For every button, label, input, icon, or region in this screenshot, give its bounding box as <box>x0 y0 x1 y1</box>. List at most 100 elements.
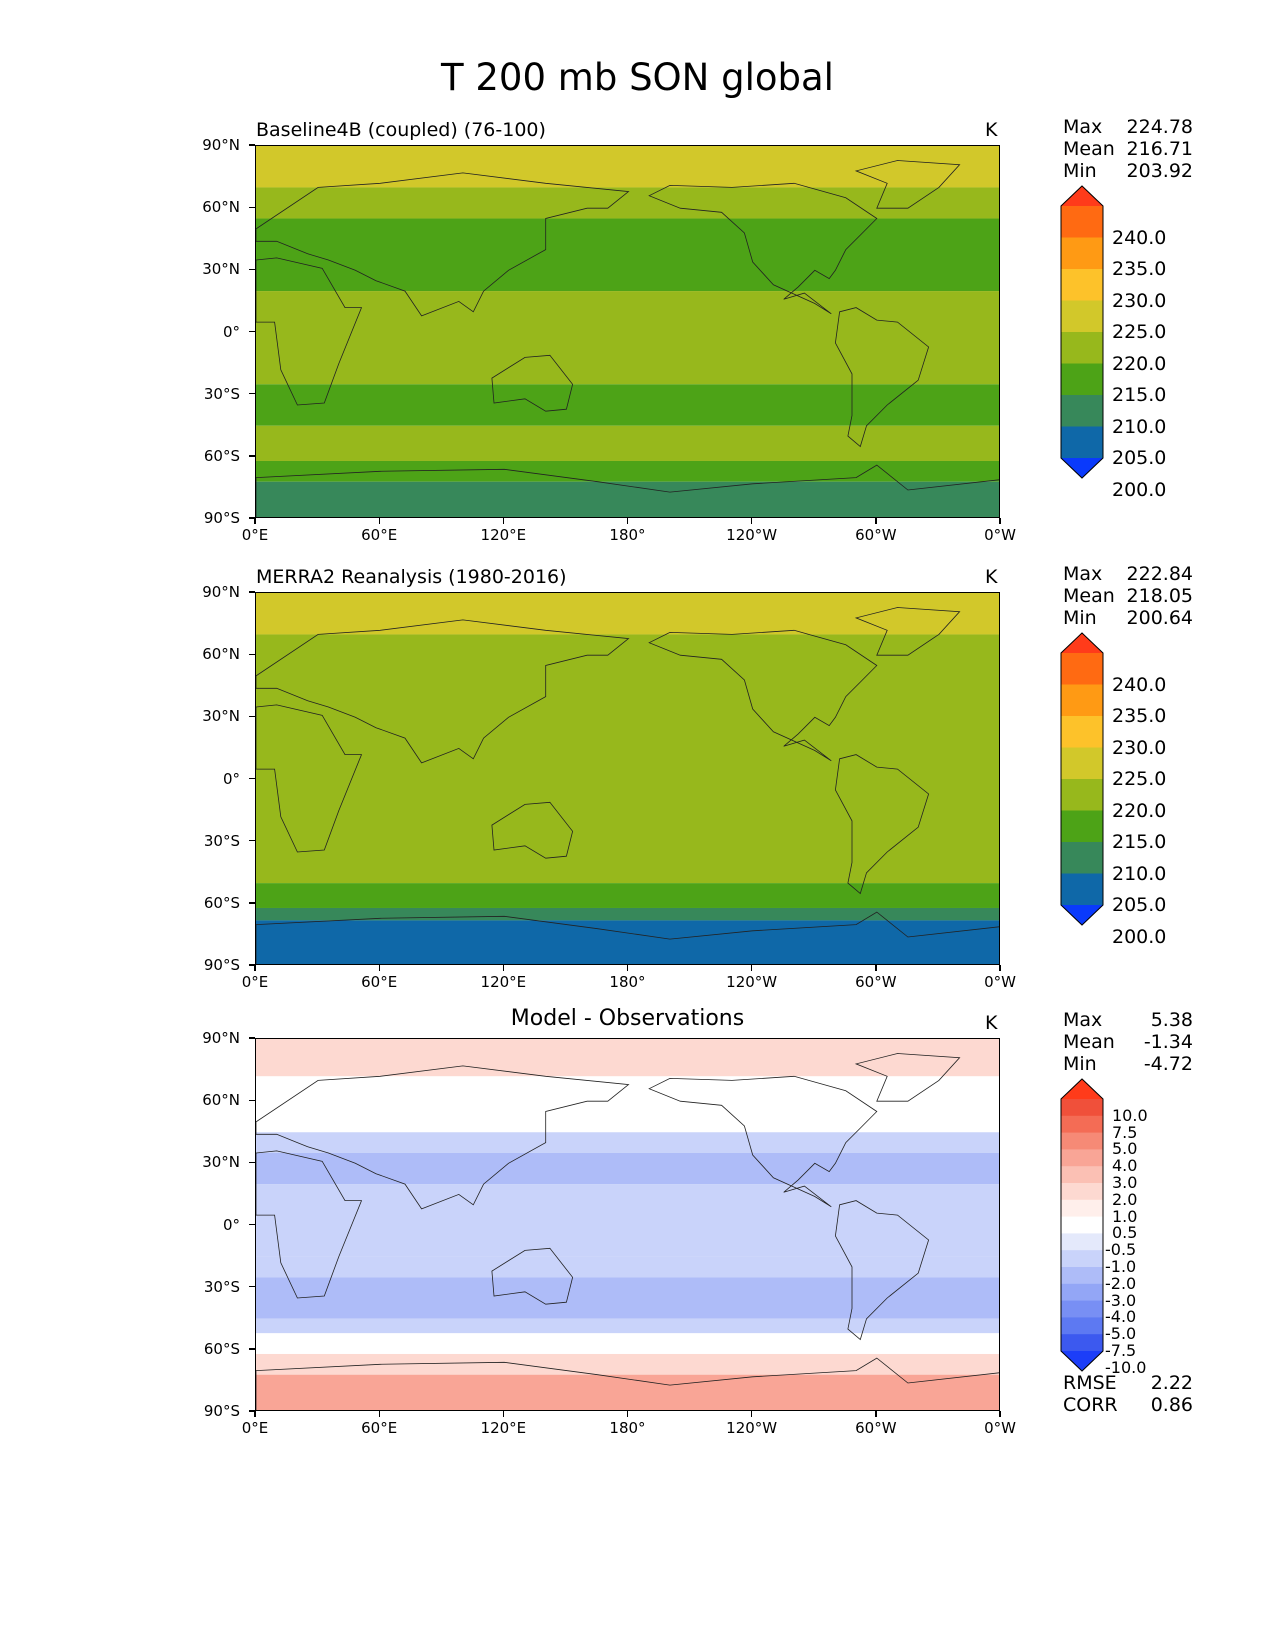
coastline <box>256 464 999 517</box>
colorbar-tick-label: -2.0 <box>1105 1273 1137 1293</box>
lon-tick-label: 0°W <box>984 973 1016 991</box>
colorbar-bin <box>1061 810 1103 843</box>
stat-value: 222.84 <box>1126 563 1193 585</box>
lat-tick-label: 30°S <box>203 384 240 403</box>
colorbar-tick-label: -3.0 <box>1105 1290 1137 1310</box>
lat-tick-label: 30°N <box>202 707 240 726</box>
lon-tick <box>999 1411 1001 1417</box>
lat-tick-label: 60°S <box>203 893 240 912</box>
colorbar-tick-label: 5.0 <box>1112 1139 1138 1159</box>
lat-tick <box>249 144 255 146</box>
lon-tick <box>378 518 380 524</box>
units-label: K <box>985 119 998 141</box>
lat-tick-label: 30°S <box>203 831 240 850</box>
colorbar-bin <box>1061 206 1103 238</box>
lat-tick-label: 30°N <box>202 260 240 279</box>
lon-tick-label: 180° <box>609 973 646 991</box>
lon-tick-label: 180° <box>609 526 646 544</box>
lon-tick-label: 60°W <box>855 973 897 991</box>
zonal-band <box>256 1277 999 1319</box>
zonal-band <box>256 1101 999 1133</box>
colorbar-extend-max <box>1061 633 1103 653</box>
colorbar-bin <box>1061 1115 1103 1134</box>
colorbar-tick-label: 240.0 <box>1112 673 1167 696</box>
zonal-band <box>256 1039 999 1077</box>
coastline <box>648 182 878 315</box>
lat-tick <box>249 455 255 457</box>
zonal-band <box>256 481 999 517</box>
stats-box: Max 224.78 Mean 216.71 Min 203.92 <box>1063 116 1193 182</box>
colorbar-bin <box>1061 1199 1103 1218</box>
coastline <box>256 619 630 764</box>
colorbar-tick-label: 225.0 <box>1112 768 1167 790</box>
colorbar-extend-max <box>1061 1079 1103 1099</box>
zonal-band <box>256 1076 999 1102</box>
colorbar-bin <box>1061 842 1103 874</box>
colorbar-bin <box>1061 779 1103 811</box>
colorbar-tick-label: 205.0 <box>1112 894 1167 916</box>
stat-row: Min 200.64 <box>1063 607 1193 629</box>
lat-tick-label: 60°N <box>202 1091 240 1110</box>
colorbar-tick-label: 200.0 <box>1112 478 1167 501</box>
colorbar <box>1060 1078 1104 1372</box>
lon-tick-label: 60°E <box>361 526 398 544</box>
stat-label: Max <box>1063 563 1103 585</box>
colorbar-tick-label: 2.0 <box>1112 1189 1138 1209</box>
colorbar-bin <box>1061 1300 1103 1318</box>
coastline <box>256 1150 363 1299</box>
lon-tick-label: 60°E <box>361 1419 398 1437</box>
colorbar-bin <box>1061 1132 1103 1150</box>
colorbar-bin <box>1061 1149 1103 1167</box>
units-label: K <box>985 1012 998 1034</box>
lon-tick-label: 120°E <box>480 973 527 991</box>
map-frame <box>255 145 1000 518</box>
zonal-band <box>256 1353 999 1375</box>
lon-tick-label: 0°W <box>984 1419 1016 1437</box>
colorbar-bin <box>1061 1283 1103 1302</box>
lat-tick-label: 0° <box>222 322 240 341</box>
colorbar-tick-label: -10.0 <box>1105 1357 1147 1377</box>
zonal-band <box>256 384 999 426</box>
zonal-band <box>256 425 999 461</box>
lon-tick <box>254 518 256 524</box>
colorbar-tick-label: 235.0 <box>1112 705 1167 727</box>
coastline <box>256 911 999 964</box>
stat-value: 216.71 <box>1126 138 1193 160</box>
metric-label: CORR <box>1063 1394 1118 1416</box>
zonal-band <box>256 1184 999 1257</box>
map-canvas <box>256 1039 999 1410</box>
units-label: K <box>985 566 998 588</box>
colorbar-tick-label: 7.5 <box>1112 1122 1138 1142</box>
stat-row: Min -4.72 <box>1063 1053 1193 1075</box>
colorbar-bin <box>1061 332 1103 364</box>
colorbar-tick-label: 3.0 <box>1112 1173 1138 1192</box>
colorbar-extend-max <box>1061 186 1103 206</box>
panel-title: Baseline4B (coupled) (76-100) <box>256 119 546 141</box>
colorbar-bin <box>1061 684 1103 717</box>
lat-tick <box>249 591 255 593</box>
colorbar-bin <box>1061 716 1103 748</box>
colorbar-tick-label: -4.0 <box>1105 1307 1137 1327</box>
lon-tick <box>751 518 753 524</box>
lat-tick <box>249 1286 255 1288</box>
colorbar-extend-min <box>1061 905 1103 925</box>
colorbar-tick-label: 240.0 <box>1112 226 1167 249</box>
lat-tick <box>249 1037 255 1039</box>
lat-tick <box>249 1410 255 1412</box>
coastline <box>256 257 363 406</box>
lat-tick-label: 90°S <box>203 956 240 974</box>
map-panel: Baseline4B (coupled) (76-100) K <box>0 115 1275 585</box>
lon-tick <box>254 1411 256 1417</box>
colorbar-tick-label: 230.0 <box>1112 736 1167 759</box>
colorbar-outline <box>1060 185 1104 479</box>
metrics-box: RMSE 2.22 CORR 0.86 <box>1063 1372 1193 1416</box>
map-frame <box>255 1038 1000 1411</box>
zonal-band <box>256 1333 999 1354</box>
coastline <box>854 607 961 656</box>
stat-row: Max 224.78 <box>1063 116 1193 138</box>
lon-tick <box>626 1411 629 1417</box>
lat-tick <box>249 1223 255 1226</box>
lon-tick-label: 120°W <box>726 973 778 991</box>
stat-label: Min <box>1063 607 1097 629</box>
stat-value: -4.72 <box>1143 1053 1193 1075</box>
